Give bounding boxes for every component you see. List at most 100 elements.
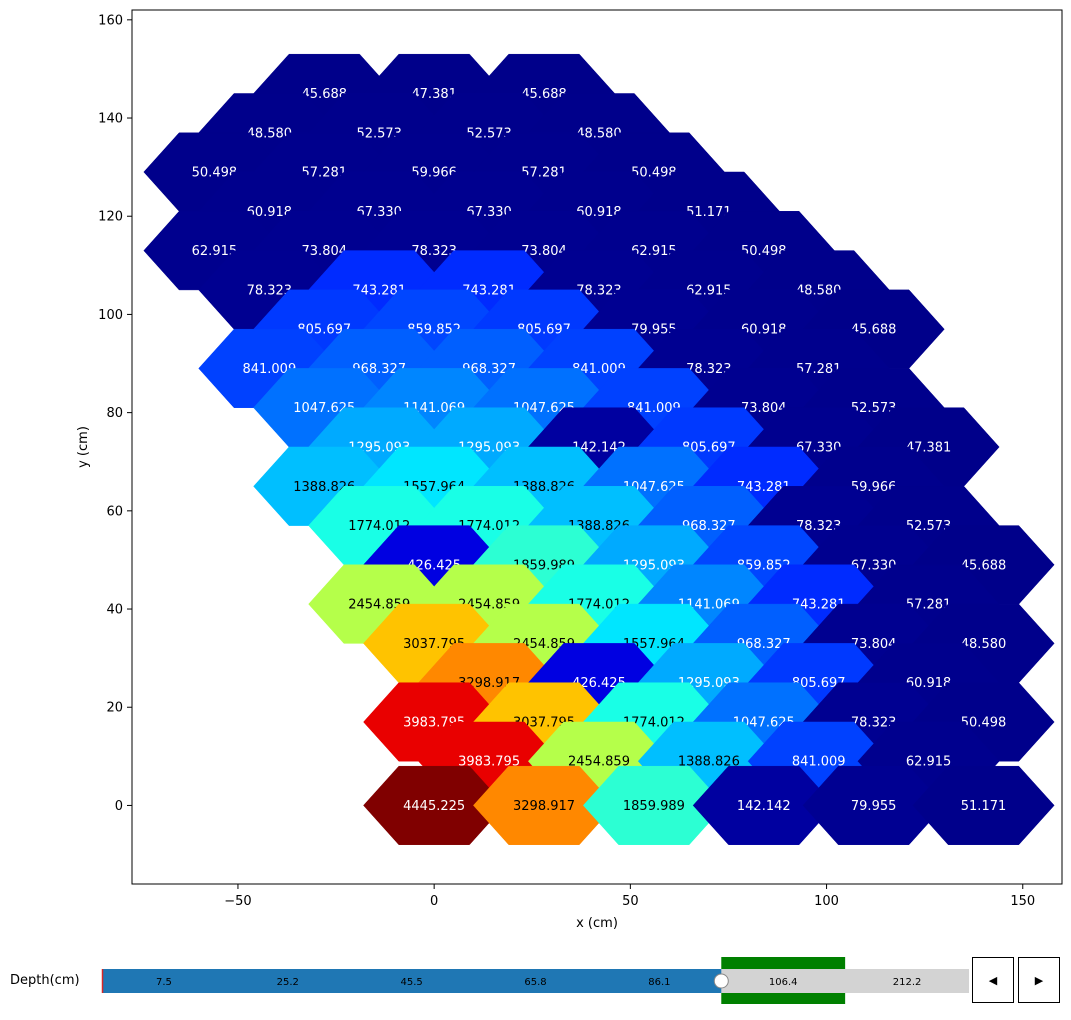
cell-value-label: 426.425 [572,676,626,691]
y-tick-label: 0 [115,799,123,814]
cell-value-label: 48.580 [576,126,622,141]
hex-cell [912,765,1055,845]
cell-value-label: 841.009 [572,362,626,377]
cell-value-label: 841.009 [242,362,296,377]
slider-tick-label: 45.5 [401,977,423,988]
cell-value-label: 67.330 [796,441,842,456]
cell-value-label: 805.697 [517,323,571,338]
depth-slider-label: Depth(cm) [10,973,80,988]
cell-value-label: 50.498 [741,244,787,259]
x-tick-label: 100 [814,894,839,909]
cell-value-label: 62.915 [906,755,952,770]
y-tick-label: 160 [98,13,123,28]
cell-value-label: 743.281 [462,283,516,298]
cell-value-label: 62.915 [192,244,238,259]
cell-value-label: 47.381 [411,87,457,102]
cell-value-label: 57.281 [906,598,952,613]
slider-handle[interactable] [713,973,729,989]
cell-value-label: 48.580 [796,283,842,298]
slider-track[interactable] [102,969,969,993]
cell-value-label: 805.697 [792,676,846,691]
cell-value-label: 142.142 [572,441,626,456]
cell-value-label: 52.573 [851,401,897,416]
x-tick-label: 0 [430,894,438,909]
cell-value-label: 968.327 [352,362,406,377]
slider-tick-label: 106.4 [769,977,798,988]
cell-value-label: 142.142 [737,799,791,814]
cell-value-label: 78.323 [411,244,457,259]
cell-value-label: 45.688 [851,323,897,338]
slider-tick-label: 65.8 [524,977,546,988]
slider-tick-label: 86.1 [648,977,670,988]
cell-value-label: 4445.225 [403,799,465,814]
hex-heatmap-chart: 45.688 47.381 45.688 48.580 52.573 52.573 48.5… [76,9,1063,931]
y-tick-label: 60 [106,504,123,519]
cell-value-label: 78.323 [796,519,842,534]
cell-value-label: 52.573 [906,519,952,534]
cell-value-label: 67.330 [356,205,402,220]
cell-value-label: 78.323 [247,283,293,298]
cell-value-label: 968.327 [682,519,736,534]
cell-value-label: 968.327 [462,362,516,377]
cell-value-label: 743.281 [737,480,791,495]
cell-value-label: 60.918 [906,676,952,691]
cell-value-label: 79.955 [631,323,677,338]
cell-value-label: 79.955 [851,799,897,814]
cell-value-label: 45.688 [302,87,348,102]
y-tick-label: 100 [98,308,123,323]
cell-value-label: 1388.826 [678,755,740,770]
cell-value-label: 50.498 [631,166,677,181]
y-tick-label: 120 [98,210,123,225]
cell-value-label: 3983.795 [458,755,520,770]
next-button[interactable]: ▶ [1018,957,1060,1003]
y-tick-label: 80 [106,406,123,421]
cell-value-label: 57.281 [796,362,842,377]
cell-value-label: 60.918 [741,323,787,338]
cell-value-label: 805.697 [682,441,736,456]
cell-value-label: 51.171 [961,799,1007,814]
cell-value-label: 805.697 [297,323,351,338]
cell-value-label: 51.171 [686,205,732,220]
cell-value-label: 73.804 [851,637,897,652]
cell-value-label: 60.918 [576,205,622,220]
cell-value-label: 62.915 [686,283,732,298]
cell-value-label: 45.688 [961,558,1007,573]
slider-current-step [721,957,846,1004]
y-tick-label: 40 [106,603,123,618]
cell-value-label: 59.966 [851,480,897,495]
prev-button[interactable]: ◀ [972,957,1014,1003]
cell-value-label: 426.425 [407,558,461,573]
cell-value-label: 50.498 [961,715,1007,730]
cell-value-label: 78.323 [851,715,897,730]
x-tick-label: 150 [1010,894,1035,909]
cell-value-label: 59.966 [411,166,457,181]
y-tick-label: 140 [98,112,123,127]
slider-fill [102,969,722,993]
cell-value-label: 47.381 [906,441,952,456]
cell-value-label: 67.330 [466,205,512,220]
cell-value-label: 48.580 [247,126,293,141]
cell-value-label: 859.852 [737,558,791,573]
cell-value-label: 73.804 [302,244,348,259]
x-tick-label: 50 [622,894,639,909]
y-axis-label: y (cm) [76,426,91,468]
cell-value-label: 57.281 [521,166,567,181]
cell-value-label: 743.281 [352,283,406,298]
cell-value-label: 841.009 [792,755,846,770]
cell-value-label: 841.009 [627,401,681,416]
cell-value-label: 62.915 [631,244,677,259]
hex-cell [802,765,945,845]
cell-value-label: 45.688 [521,87,567,102]
cell-value-label: 67.330 [851,558,897,573]
slider-tick-label: 25.2 [277,977,299,988]
cell-value-label: 968.327 [737,637,791,652]
cell-value-label: 743.281 [792,598,846,613]
cell-value-label: 2454.859 [568,755,630,770]
hex-cell [473,765,616,845]
slider-tick-label: 212.2 [893,977,922,988]
x-axis-label: x (cm) [576,916,618,931]
hex-cells: 45.688 47.381 45.688 48.580 52.573 52.573 48.5… [143,53,1055,845]
hex-cell [363,765,506,845]
cell-value-label: 859.852 [407,323,461,338]
cell-value-label: 48.580 [961,637,1007,652]
